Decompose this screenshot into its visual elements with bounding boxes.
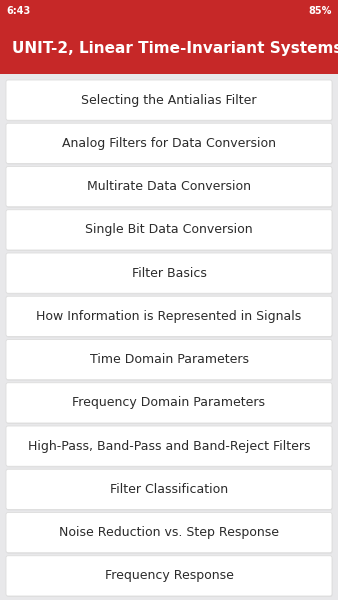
Text: Frequency Response: Frequency Response [104, 569, 234, 583]
FancyBboxPatch shape [6, 296, 332, 337]
Text: Selecting the Antialias Filter: Selecting the Antialias Filter [81, 94, 257, 107]
Text: Filter Basics: Filter Basics [131, 266, 207, 280]
FancyBboxPatch shape [6, 514, 333, 554]
FancyBboxPatch shape [6, 340, 332, 380]
FancyBboxPatch shape [6, 470, 333, 511]
FancyBboxPatch shape [6, 124, 333, 164]
Text: 85%: 85% [309, 6, 332, 16]
FancyBboxPatch shape [6, 211, 333, 251]
Text: Single Bit Data Conversion: Single Bit Data Conversion [85, 223, 253, 236]
FancyBboxPatch shape [6, 297, 333, 337]
Text: UNIT-2, Linear Time-Invariant Systems: UNIT-2, Linear Time-Invariant Systems [12, 40, 338, 55]
FancyBboxPatch shape [6, 512, 332, 553]
Text: 6:43: 6:43 [6, 6, 30, 16]
FancyBboxPatch shape [6, 253, 332, 293]
FancyBboxPatch shape [6, 556, 332, 596]
FancyBboxPatch shape [6, 166, 332, 207]
FancyBboxPatch shape [6, 80, 332, 120]
Text: Time Domain Parameters: Time Domain Parameters [90, 353, 248, 366]
Text: Noise Reduction vs. Step Response: Noise Reduction vs. Step Response [59, 526, 279, 539]
FancyBboxPatch shape [6, 123, 332, 163]
Text: Multirate Data Conversion: Multirate Data Conversion [87, 180, 251, 193]
Text: How Information is Represented in Signals: How Information is Represented in Signal… [37, 310, 301, 323]
Text: Analog Filters for Data Conversion: Analog Filters for Data Conversion [62, 137, 276, 150]
FancyBboxPatch shape [6, 210, 332, 250]
Text: High-Pass, Band-Pass and Band-Reject Filters: High-Pass, Band-Pass and Band-Reject Fil… [28, 440, 310, 452]
FancyBboxPatch shape [6, 81, 333, 121]
FancyBboxPatch shape [6, 383, 332, 423]
Text: Frequency Domain Parameters: Frequency Domain Parameters [72, 397, 266, 409]
FancyBboxPatch shape [6, 469, 332, 509]
FancyBboxPatch shape [6, 254, 333, 294]
FancyBboxPatch shape [6, 167, 333, 208]
FancyBboxPatch shape [6, 557, 333, 597]
FancyBboxPatch shape [0, 0, 338, 74]
FancyBboxPatch shape [6, 426, 332, 466]
FancyBboxPatch shape [6, 427, 333, 467]
Text: Filter Classification: Filter Classification [110, 483, 228, 496]
FancyBboxPatch shape [6, 384, 333, 424]
FancyBboxPatch shape [6, 340, 333, 381]
